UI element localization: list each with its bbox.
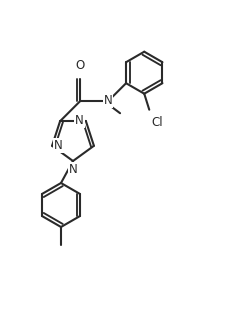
Text: O: O: [75, 59, 85, 72]
Text: N: N: [75, 114, 84, 127]
Text: Cl: Cl: [151, 116, 163, 129]
Text: N: N: [54, 139, 63, 152]
Text: N: N: [69, 163, 77, 176]
Text: N: N: [104, 94, 113, 107]
